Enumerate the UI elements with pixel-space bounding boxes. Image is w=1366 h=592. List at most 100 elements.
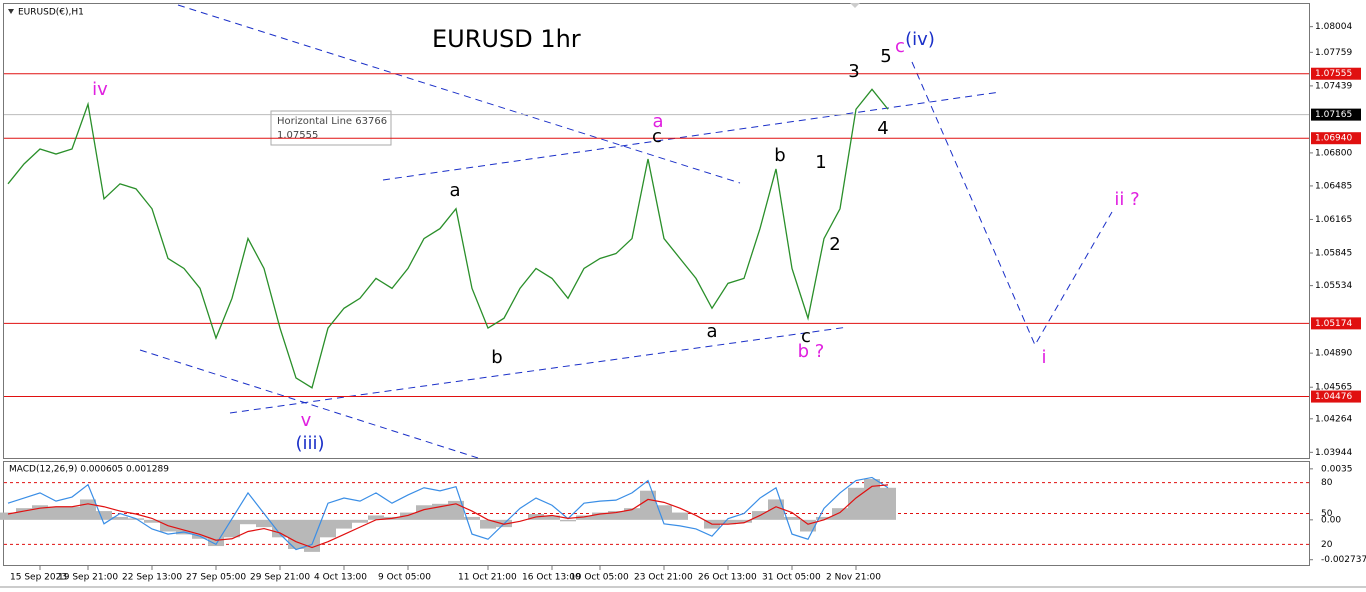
macd-bar [288,519,304,549]
x-tick-label: 4 Oct 13:00 [314,573,367,583]
price-line [7,88,889,389]
macd-bar [640,490,656,520]
wave-label: 2 [829,234,840,255]
wave-label: a [706,321,717,342]
tooltip [270,110,392,146]
macd-bar [464,516,480,520]
macd-bar [368,515,384,520]
x-tick-label: 9 Oct 05:00 [378,573,431,583]
wave-label: a [449,180,460,201]
x-tick-label: 29 Sep 21:00 [250,573,310,583]
level-label: 1.07555 [1315,69,1352,79]
overlay-tick-label: 20 [1321,540,1333,550]
macd-bar [112,516,128,520]
signal-line [7,484,889,549]
macd-tick-label: 0.0035 [1321,464,1353,474]
y-tick-label: 1.04264 [1315,414,1352,424]
level-label: 1.05174 [1315,319,1352,329]
y-tick-label: 1.07439 [1315,81,1352,91]
macd-bar [672,512,688,520]
overlay-tick-label: 80 [1321,478,1333,488]
y-tick-label: 1.08004 [1315,22,1352,32]
macd-bar [400,512,416,520]
wave-label: (iii) [295,433,324,454]
macd-bar [80,499,96,520]
level-tag [1311,390,1361,403]
wave-label: c [895,36,905,57]
macd-bar [736,519,752,523]
macd-bar [800,519,816,532]
x-tick-label: 23 Oct 21:00 [634,573,693,583]
symbol: EURUSD(€),H1 [18,8,84,18]
macd-bar [48,506,64,520]
macd-bar [720,519,736,525]
wave-label: v [301,410,312,431]
macd-bar [608,511,624,520]
current-price-label: 1.07165 [1315,110,1352,120]
macd-bar [832,508,848,520]
macd-bar [240,519,256,525]
macd-bar [64,506,80,520]
overlay-line [7,476,889,551]
wave-label: 1 [815,152,826,173]
macd-bar [544,515,560,520]
macd-bar [320,519,336,538]
tooltip-title: Horizontal Line 63766 [277,116,387,127]
macd-bar [576,515,592,520]
macd-bar [0,512,16,520]
y-tick-label: 1.05845 [1315,249,1352,259]
wave-label: c [801,326,811,347]
macd-tick-label: 0.00 [1321,515,1341,525]
y-tick-label: 1.04890 [1315,349,1352,359]
x-tick-label: 2 Nov 21:00 [826,573,881,583]
macd-bar [480,519,496,529]
wave-label: 3 [848,61,859,82]
macd-bar [880,487,896,520]
wave-label: b [774,145,785,166]
wave-label: ii ? [1114,189,1139,210]
y-tick-label: 1.05534 [1315,281,1352,291]
y-tick-label: 1.06485 [1315,181,1352,191]
trend-lines [139,4,1113,459]
current-price-tag [1311,108,1361,121]
level-label: 1.06940 [1315,134,1352,144]
macd-bar [784,516,800,520]
menu-arrow [8,9,14,14]
macd-bar [560,519,576,522]
y-tick-label: 1.06800 [1315,148,1352,158]
macd-bar [336,519,352,529]
x-tick-label: 26 Oct 13:00 [698,573,757,583]
macd-bar [816,516,832,520]
y-tick-label: 1.03944 [1315,448,1352,458]
macd-bar [16,508,32,520]
y-tick-label: 1.07759 [1315,48,1352,58]
macd-bar [768,499,784,520]
macd-bar [592,512,608,520]
wave-label: b ? [798,341,825,362]
tooltip-value: 1.07555 [277,130,318,141]
macd-label: MACD(12,26,9) 0.000605 0.001289 [9,465,169,475]
wave-label: b [491,347,502,368]
price-frame [3,3,1310,459]
chart-title: EURUSD 1hr [432,25,581,53]
level-label: 1.04476 [1315,392,1352,402]
wave-label: 5 [880,46,891,67]
macd-bar [272,519,288,538]
x-tick-label: 22 Sep 13:00 [122,573,182,583]
macd-bar [192,519,208,539]
wave-label: a [652,111,663,132]
wave-label: i [1041,347,1046,368]
macd-bar [144,519,160,523]
x-tick-label: 16 Oct 13:00 [522,573,581,583]
macd-bar [96,511,112,520]
y-tick-label: 1.06165 [1315,215,1352,225]
macd-bar [864,479,880,520]
x-tick-label: 27 Sep 05:00 [186,573,246,583]
y-tick-label: 1.04565 [1315,383,1352,393]
macd-bar [352,519,368,523]
macd-tick-label: -0.002737 [1321,555,1366,565]
wave-label: iv [92,79,108,100]
x-tick-label: 11 Oct 21:00 [458,573,517,583]
